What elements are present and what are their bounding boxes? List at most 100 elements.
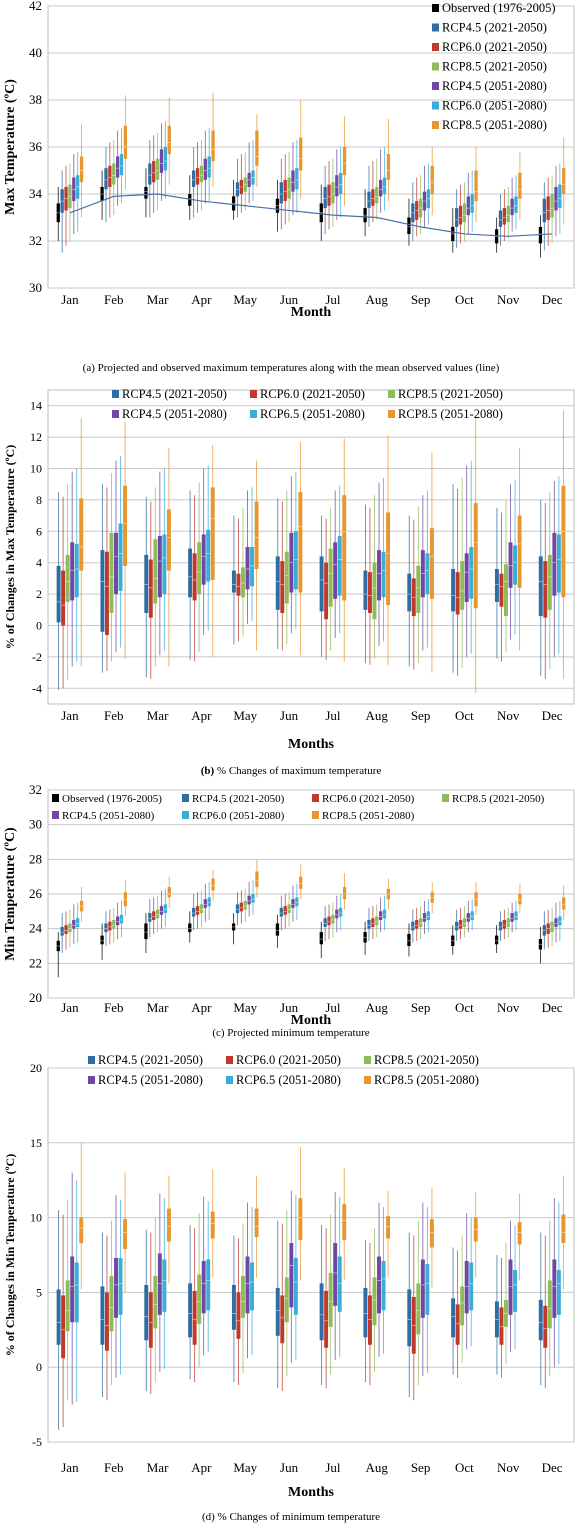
- box-iqr: [279, 182, 283, 204]
- series-group: [76, 880, 562, 943]
- legend-swatch: [88, 1056, 95, 1064]
- box-iqr: [331, 914, 335, 924]
- box-iqr: [426, 911, 430, 920]
- x-tick-label: Sep: [411, 1460, 431, 1475]
- series-group: [79, 1142, 566, 1293]
- box-iqr: [543, 561, 548, 618]
- x-axis-label: Month: [291, 305, 332, 320]
- legend-label: RCP6.5 (2051-2080): [236, 1073, 341, 1087]
- box-iqr: [298, 1198, 303, 1241]
- box-iqr: [231, 570, 236, 593]
- box-iqr: [381, 1260, 386, 1311]
- series-group: [74, 1180, 561, 1402]
- legend-swatch: [432, 121, 439, 129]
- legend-swatch: [312, 811, 319, 819]
- box-iqr: [319, 932, 323, 945]
- box-iqr: [473, 503, 478, 609]
- series-group: [64, 890, 550, 950]
- box-iqr: [61, 570, 66, 626]
- box-iqr: [550, 194, 554, 218]
- box-iqr: [239, 902, 244, 912]
- y-tick-label: 6: [36, 524, 42, 538]
- y-axis-label: Min Temperature (ºC): [3, 827, 18, 961]
- box-iqr: [363, 570, 368, 610]
- box-iqr: [514, 196, 518, 213]
- series-group: [64, 135, 550, 246]
- box-iqr: [556, 1269, 561, 1315]
- box-iqr: [337, 536, 342, 596]
- x-tick-label: Apr: [191, 1460, 212, 1475]
- box-iqr: [148, 163, 152, 185]
- box-iqr: [250, 1262, 255, 1311]
- box-iqr: [508, 542, 513, 588]
- legend-swatch: [312, 794, 319, 802]
- box-iqr: [470, 194, 474, 213]
- box-iqr: [378, 911, 383, 920]
- x-tick-label: Jan: [61, 292, 79, 307]
- y-axis-label: Max Temperature (ºC): [3, 79, 18, 215]
- box-iqr: [109, 1275, 114, 1332]
- legend-swatch: [226, 1076, 233, 1084]
- caption-b-label: (b): [200, 765, 215, 777]
- legend-label: Observed (1976-2005): [442, 1, 556, 15]
- box-iqr: [144, 923, 148, 940]
- box-iqr: [188, 548, 193, 598]
- box-iqr: [464, 1260, 469, 1314]
- box-iqr: [104, 168, 108, 190]
- box-iqr: [211, 130, 215, 162]
- box-iqr: [148, 1292, 153, 1348]
- box-iqr: [513, 545, 518, 585]
- x-tick-label: Feb: [104, 292, 124, 307]
- legend-swatch: [432, 4, 439, 12]
- box-iqr: [152, 911, 156, 920]
- box-iqr: [377, 1256, 381, 1314]
- box-iqr: [289, 1243, 294, 1308]
- box-iqr: [367, 572, 372, 613]
- box-iqr: [100, 550, 105, 632]
- box-iqr: [284, 1277, 289, 1323]
- y-tick-label: 32: [29, 784, 42, 797]
- box-iqr: [119, 154, 124, 176]
- legend-swatch: [432, 82, 439, 90]
- legend-label: RCP4.5 (2051-2080): [62, 810, 155, 822]
- legend-label: RCP4.5 (2021-2050): [122, 387, 227, 401]
- box-iqr: [466, 913, 470, 922]
- x-tick-label: Jan: [61, 1000, 79, 1015]
- legend-swatch: [364, 1056, 371, 1064]
- box-iqr: [152, 161, 156, 183]
- box-iqr: [339, 907, 343, 917]
- legend-label: RCP8.5 (2021-2050): [374, 1053, 479, 1067]
- legend-label: RCP8.5 (2021-2050): [452, 793, 545, 805]
- box-iqr: [100, 935, 104, 945]
- box-iqr: [411, 921, 415, 931]
- box-iqr: [100, 1286, 105, 1345]
- box-iqr: [469, 1262, 474, 1311]
- series-group: [65, 1199, 552, 1401]
- x-tick-label: Sep: [411, 708, 431, 723]
- series-group: [65, 473, 552, 681]
- legend-label: RCP6.0 (2051-2080): [442, 99, 547, 113]
- y-tick-label: 4: [36, 556, 42, 570]
- box-iqr: [561, 1214, 566, 1244]
- box-iqr: [337, 1256, 342, 1312]
- y-tick-label: 30: [29, 280, 42, 295]
- box-iqr: [144, 186, 148, 199]
- legend-label: RCP6.0 (2021-2050): [260, 387, 365, 401]
- series-group: [61, 1214, 548, 1428]
- box-iqr: [416, 565, 421, 613]
- box-iqr: [462, 203, 467, 223]
- box-iqr: [236, 573, 241, 596]
- box-iqr: [115, 916, 120, 926]
- box-iqr: [323, 918, 327, 927]
- legend-label: RCP4.5 (2021-2050): [192, 793, 285, 805]
- x-tick-label: Apr: [191, 1000, 212, 1015]
- x-tick-label: Oct: [455, 1460, 474, 1475]
- mean-observed-line: [69, 193, 553, 237]
- box-iqr: [74, 1262, 79, 1323]
- y-tick-label: 10: [30, 1211, 42, 1225]
- box-iqr: [542, 198, 546, 223]
- box-iqr: [210, 1211, 215, 1239]
- x-tick-label: Aug: [366, 1000, 389, 1015]
- x-tick-label: Jan: [61, 708, 79, 723]
- series-group: [72, 881, 558, 945]
